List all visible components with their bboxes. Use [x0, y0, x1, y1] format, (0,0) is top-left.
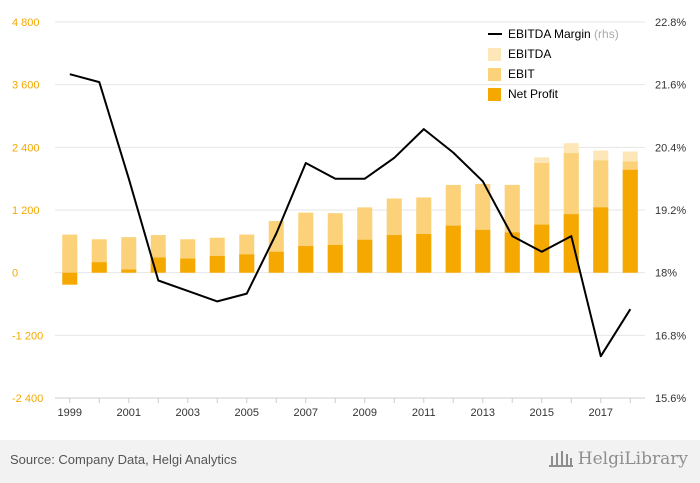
- net-profit-bar: [563, 214, 579, 273]
- footer: Source: Company Data, Helgi Analytics He…: [0, 440, 700, 483]
- x-axis-tick-label: 2003: [176, 407, 200, 419]
- net-profit-bar: [209, 255, 225, 273]
- left-axis-tick-label: 4 800: [12, 17, 40, 29]
- ebit-bar: [62, 234, 78, 273]
- x-axis-tick-label: 2011: [412, 407, 436, 419]
- legend-swatch-ebit: [488, 68, 501, 81]
- x-axis-tick-label: 2015: [530, 407, 554, 419]
- x-axis-tick-label: 2005: [235, 407, 259, 419]
- ebitda-margin-line: [69, 73, 632, 358]
- net-profit-bar: [357, 239, 373, 273]
- x-axis-tick-label: 2007: [294, 407, 318, 419]
- ebit-bar: [121, 237, 137, 273]
- net-profit-bar: [534, 224, 550, 273]
- x-axis-tick-label: 2013: [471, 407, 495, 419]
- left-axis-tick-label: 1 200: [12, 205, 40, 217]
- net-profit-bar: [180, 258, 196, 273]
- net-profit-bar: [475, 229, 491, 273]
- x-axis-tick-label: 2017: [589, 407, 613, 419]
- net-profit-bar: [91, 262, 107, 273]
- net-profit-bar: [298, 246, 314, 273]
- left-axis-tick-label: -2 400: [12, 393, 43, 405]
- left-axis-tick-label: -1 200: [12, 330, 43, 342]
- net-profit-bar: [504, 232, 520, 273]
- left-axis-tick-label: 0: [12, 268, 18, 280]
- net-profit-bar: [593, 207, 609, 273]
- x-axis-tick-label: 2001: [117, 407, 141, 419]
- net-profit-bar: [386, 235, 402, 273]
- legend-label-ebit: EBIT: [508, 67, 535, 81]
- net-profit-bar: [327, 244, 343, 273]
- right-axis-tick-label: 19.2%: [655, 205, 686, 217]
- chart: -2 400 -1 200 0 1 200 2 400 3 600 4 800 15.6% 16…: [12, 17, 686, 419]
- net-profit-bar: [445, 225, 461, 273]
- chart-svg: -2 400 -1 200 0 1 200 2 400 3 600 4 800 15.6% 16…: [12, 17, 686, 419]
- right-axis-tick-label: 20.4%: [655, 142, 686, 154]
- right-axis-tick-label: 18%: [655, 268, 677, 280]
- legend-swatch-net-profit: [488, 88, 501, 101]
- x-axis-tick-label: 2009: [353, 407, 377, 419]
- legend-swatch-ebitda: [488, 48, 501, 61]
- left-axis-tick-label: 3 600: [12, 80, 40, 92]
- net-profit-bar: [239, 254, 255, 273]
- legend-label-net-profit: Net Profit: [508, 87, 559, 101]
- x-axis-tick-label: 1999: [58, 407, 82, 419]
- net-profit-bar: [121, 269, 137, 273]
- right-axis-tick-label: 22.8%: [655, 17, 686, 29]
- library-building-icon: [548, 451, 573, 467]
- right-axis-tick-label: 15.6%: [655, 393, 686, 405]
- net-profit-bar: [62, 272, 78, 285]
- legend-label-ebitda: EBITDA: [508, 47, 551, 61]
- logo-text: HelgiLibrary: [577, 449, 688, 469]
- helgi-library-logo[interactable]: HelgiLibrary: [548, 449, 688, 469]
- net-profit-bar: [268, 251, 284, 273]
- left-axis-tick-label: 2 400: [12, 142, 40, 154]
- source-text: Source: Company Data, Helgi Analytics: [10, 452, 237, 467]
- legend-rhs-suffix: (rhs): [594, 27, 619, 41]
- legend-label-ebitda-margin: EBITDA Margin (rhs): [508, 27, 619, 41]
- right-axis-tick-label: 21.6%: [655, 80, 686, 92]
- right-axis-tick-label: 16.8%: [655, 330, 686, 342]
- net-profit-bar: [416, 234, 432, 273]
- net-profit-bar: [622, 169, 638, 273]
